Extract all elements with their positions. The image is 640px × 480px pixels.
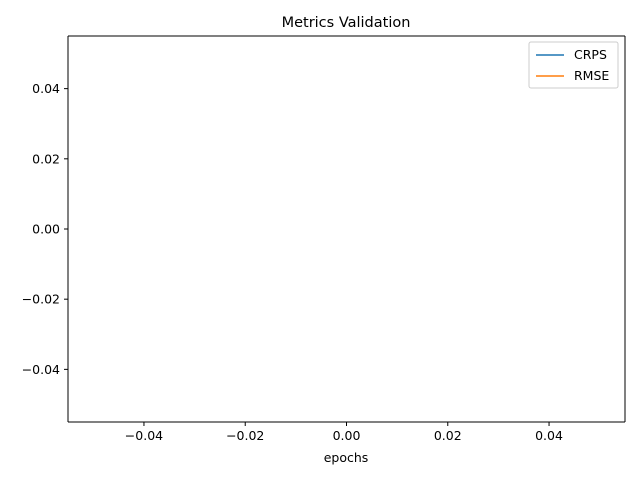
- x-tick-label: −0.04: [125, 428, 163, 443]
- legend-label-rmse: RMSE: [574, 68, 609, 83]
- x-tick-label: 0.04: [535, 428, 563, 443]
- x-axis-ticks: −0.04 −0.02 0.00 0.02 0.04: [125, 422, 563, 443]
- y-tick-label: 0.04: [32, 81, 60, 96]
- y-axis-ticks: −0.04 −0.02 0.00 0.02 0.04: [22, 81, 68, 377]
- y-tick-label: 0.02: [32, 151, 60, 166]
- x-tick-label: −0.02: [226, 428, 264, 443]
- y-tick-label: −0.04: [22, 362, 60, 377]
- legend-label-crps: CRPS: [574, 47, 607, 62]
- y-tick-label: 0.00: [32, 222, 60, 237]
- legend: CRPS RMSE: [528, 41, 619, 89]
- x-tick-label: 0.02: [434, 428, 462, 443]
- chart-title: Metrics Validation: [282, 15, 411, 31]
- x-tick-label: 0.00: [333, 428, 361, 443]
- y-tick-label: −0.02: [22, 292, 60, 307]
- plot-area: [68, 36, 625, 422]
- x-axis-label: epochs: [324, 450, 369, 465]
